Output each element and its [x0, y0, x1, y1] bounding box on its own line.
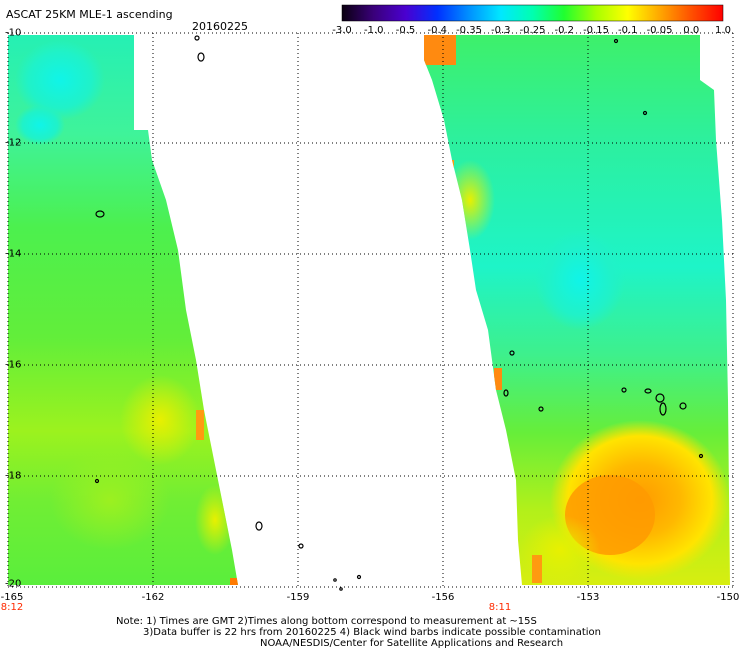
island-outlines [94, 35, 704, 591]
lon-label-153: -153 [576, 592, 600, 603]
colorbar-tick-label: -0.3 [490, 25, 511, 36]
colorbar-tick-label: -0.1 [617, 25, 638, 36]
lon-label-150: -150 [716, 592, 740, 603]
note-line-3: NOAA/NESDIS/Center for Satellite Applica… [260, 638, 564, 649]
colorbar-tick-label: -0.4 [427, 25, 448, 36]
lat-label-16: -16 [5, 359, 22, 371]
colorbar [341, 4, 724, 22]
pass-time-east: 8:11 [488, 602, 512, 613]
lon-label-159: -159 [286, 592, 310, 603]
colorbar-tick-label: -0.25 [519, 25, 546, 36]
lat-lon-grid [7, 32, 734, 588]
pass-time-west: 8:12 [0, 602, 24, 613]
colorbar-tick-label: -0.15 [583, 25, 609, 36]
map-date: 20160225 [192, 20, 248, 33]
colorbar-tick-label: -0.35 [456, 25, 482, 36]
lon-label-162: -162 [141, 592, 165, 603]
lon-label-165: -165 [0, 592, 24, 603]
note-line-1: Note: 1) Times are GMT 2)Times along bot… [116, 616, 537, 627]
colorbar-tick-label: 1.0 [715, 25, 731, 36]
colorbar-gradient [341, 4, 724, 22]
lat-label-14: -14 [5, 248, 22, 260]
colorbar-tick-label: -3.0 [332, 25, 352, 36]
colorbar-tick-label: -0.5 [395, 25, 416, 36]
colorbar-tick-label: 0.0 [683, 25, 700, 36]
map-title: ASCAT 25KM MLE-1 ascending [6, 8, 173, 21]
colorbar-tick-label: -1.0 [363, 25, 384, 36]
note-line-2: 3)Data buffer is 22 hrs from 20160225 4)… [143, 627, 601, 638]
lat-label-18: -18 [5, 470, 22, 482]
lat-label-20: -20 [5, 578, 22, 590]
colorbar-tick-label: -0.2 [554, 25, 575, 36]
west-swath [8, 35, 238, 585]
lat-label-10: -10 [5, 27, 22, 39]
lon-label-156: -156 [431, 592, 455, 603]
lat-label-12: -12 [5, 137, 22, 149]
east-swath [424, 35, 730, 585]
colorbar-tick-label: -0.05 [646, 25, 673, 36]
